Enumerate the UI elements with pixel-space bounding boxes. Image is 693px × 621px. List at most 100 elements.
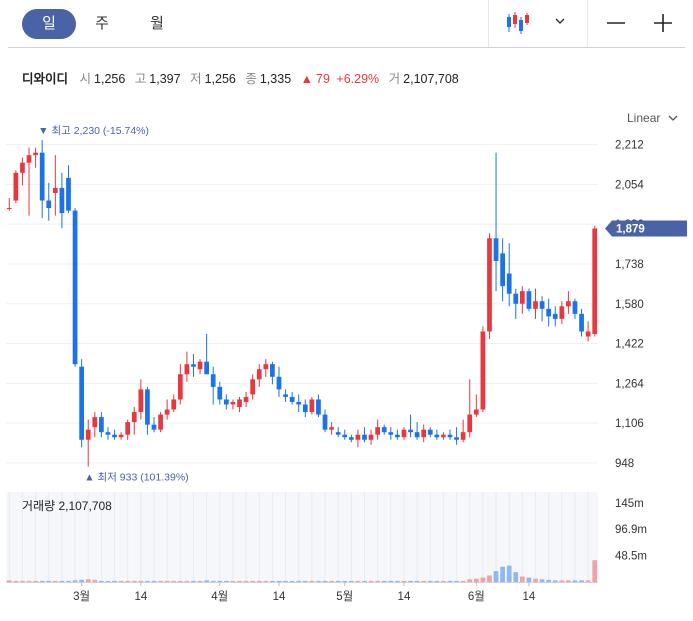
volume-bar	[164, 580, 170, 582]
volume-bar	[283, 580, 288, 582]
candle-body	[513, 293, 519, 304]
volume-bar	[177, 580, 183, 582]
candle-body	[59, 187, 65, 214]
candle-body	[6, 208, 12, 210]
candle-body	[572, 301, 578, 314]
volume-bar	[381, 580, 387, 582]
stock-name: 디와이디	[22, 72, 69, 86]
volume-bar	[158, 580, 163, 582]
tab-monthly[interactable]: 월	[150, 15, 164, 32]
candle-body	[533, 301, 538, 309]
candle-body	[158, 414, 163, 430]
volume-bar	[296, 580, 302, 582]
candle-body	[296, 401, 302, 405]
volume-bar	[171, 580, 177, 582]
volume-bar	[131, 580, 137, 582]
candle-body	[579, 313, 584, 332]
volume-bar	[13, 580, 19, 582]
price-tick-label: 1,422	[615, 339, 644, 351]
candle-body	[493, 238, 499, 261]
chevron-down-icon[interactable]	[553, 14, 567, 28]
volume-bar	[506, 565, 512, 582]
close-label: 종	[245, 72, 257, 86]
candle-body	[39, 152, 45, 201]
candle-body	[355, 434, 361, 440]
minus-icon[interactable]	[605, 12, 627, 34]
toolbar-separator	[488, 0, 489, 47]
candle-body	[20, 162, 25, 173]
volume-bar	[566, 580, 571, 582]
volume-bar	[487, 575, 492, 582]
volume-bar	[112, 580, 117, 582]
volume-bar	[348, 580, 354, 582]
candle-body	[467, 414, 473, 433]
candle-body	[408, 429, 413, 433]
volume-bar	[513, 572, 519, 582]
candle-body	[381, 427, 387, 433]
current-price-tag: 1,879	[605, 220, 687, 237]
volume-bar	[533, 578, 538, 582]
candlestick-icon[interactable]	[505, 11, 531, 35]
candle-body	[526, 291, 532, 309]
candle-body	[460, 432, 466, 440]
volume-panel-title: 거래량 2,107,708	[22, 499, 112, 513]
volume-tick-label: 96.9m	[615, 524, 647, 536]
candle-body	[454, 437, 459, 440]
candle-body	[237, 399, 242, 408]
volume-bar	[309, 580, 315, 582]
plus-icon[interactable]	[652, 12, 674, 34]
high-label: 고	[134, 72, 147, 86]
candle-body	[585, 331, 591, 337]
max-price-annotation: ▼ 최고 2,230 (-15.74%)	[38, 125, 149, 137]
scale-selector[interactable]: Linear	[627, 111, 678, 125]
candle-body	[434, 434, 440, 438]
candle-body	[138, 389, 144, 413]
tab-weekly[interactable]: 주	[95, 15, 109, 32]
candle-body	[13, 172, 19, 201]
candle-body	[26, 155, 32, 163]
candlestick-series	[6, 140, 598, 467]
volume-series	[6, 560, 598, 582]
volume-bar	[401, 580, 407, 582]
candle-body	[171, 399, 177, 410]
candle-body	[223, 399, 229, 405]
open-label: 시	[79, 72, 92, 86]
volume-bar	[125, 580, 131, 582]
volume-bar	[230, 580, 236, 582]
candle-body	[559, 306, 565, 319]
volume-bar	[322, 580, 328, 582]
volume-bar	[427, 580, 433, 582]
volume-bar	[441, 580, 446, 582]
volume-bar	[414, 580, 420, 582]
candle-body	[283, 394, 288, 397]
scale-label: Linear	[627, 111, 661, 125]
date-axis: 3월 14 4월 14 5월 14 6월 14	[73, 582, 536, 603]
candle-body	[414, 432, 420, 438]
volume-bar	[92, 579, 98, 582]
candle-body	[131, 412, 137, 423]
date-tick-label: 6월	[468, 590, 485, 603]
volume-bar	[434, 580, 440, 582]
candle-body	[592, 228, 598, 334]
tab-daily[interactable]: 일	[22, 9, 76, 39]
toolbar-divider	[8, 47, 685, 48]
volume-bar	[191, 580, 196, 582]
candle-body	[66, 177, 71, 211]
volume-bar	[454, 580, 459, 582]
volume-bar	[210, 580, 216, 582]
volume-bar	[217, 580, 223, 582]
date-tick-label: 14	[273, 591, 286, 603]
price-tick-label: 1,106	[615, 418, 644, 430]
candle-body	[92, 417, 98, 428]
volume-bar	[237, 580, 242, 582]
candle-body	[263, 364, 269, 370]
high-value: 1,397	[149, 72, 181, 86]
date-tick-label: 3월	[73, 590, 90, 603]
candle-body	[46, 200, 52, 209]
volume-bar	[79, 579, 85, 582]
volume-bar	[276, 580, 282, 582]
volume-bar	[329, 580, 334, 582]
volume-bar	[46, 580, 52, 582]
candle-body	[500, 253, 505, 287]
